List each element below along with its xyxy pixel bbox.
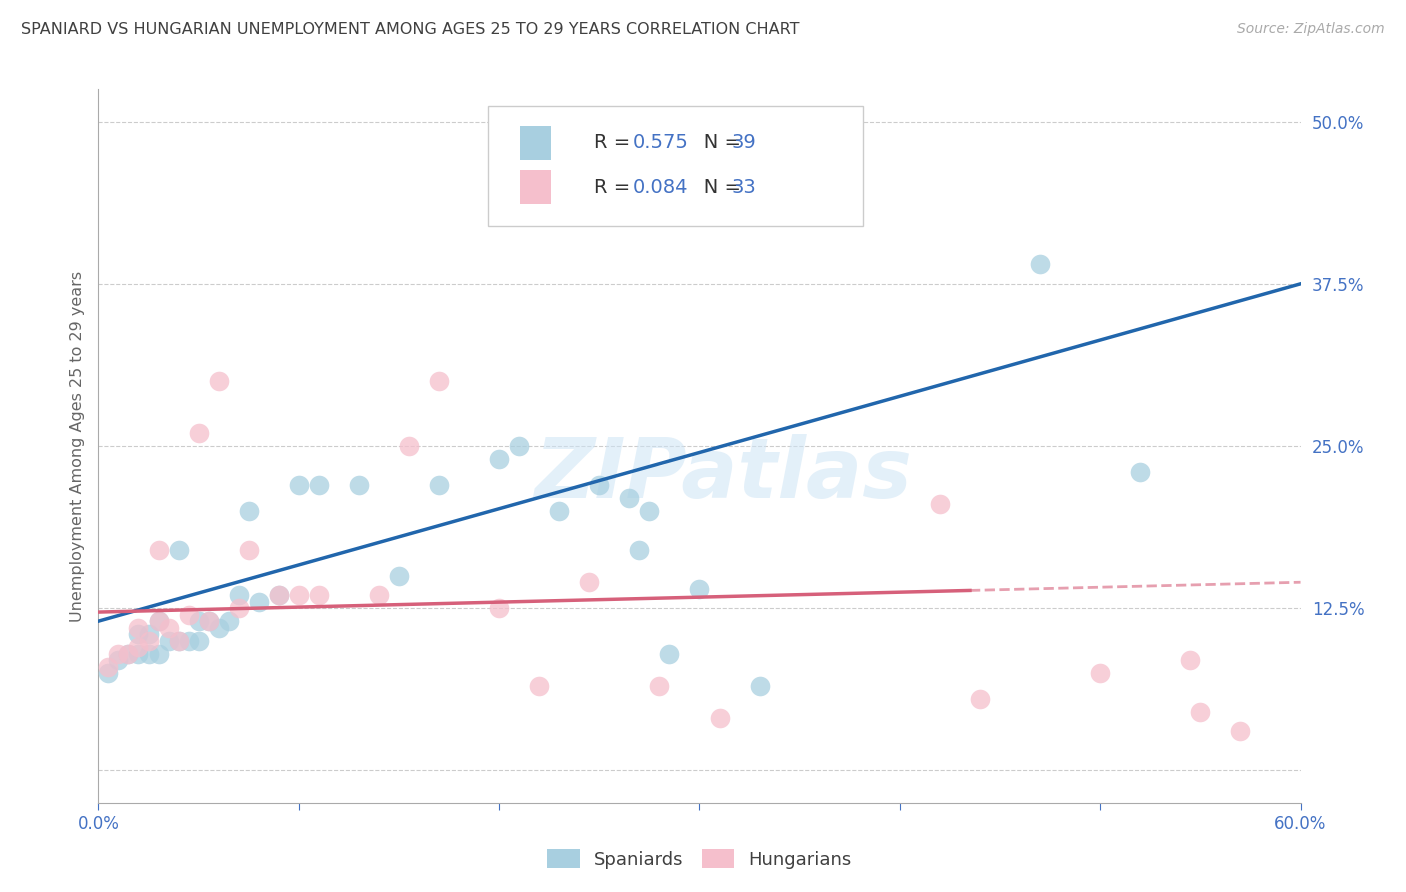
Point bbox=[148, 614, 170, 628]
Point bbox=[148, 614, 170, 628]
Point bbox=[238, 542, 260, 557]
Point bbox=[187, 614, 209, 628]
Point bbox=[648, 679, 671, 693]
Point bbox=[427, 478, 450, 492]
Point bbox=[187, 633, 209, 648]
Point bbox=[157, 633, 180, 648]
Point bbox=[488, 601, 510, 615]
Point bbox=[238, 504, 260, 518]
Point bbox=[688, 582, 710, 596]
Point bbox=[1029, 257, 1052, 271]
Point bbox=[128, 627, 150, 641]
Point bbox=[148, 542, 170, 557]
Point bbox=[267, 588, 290, 602]
Point bbox=[488, 452, 510, 467]
Text: N =: N = bbox=[685, 178, 747, 197]
Point bbox=[167, 542, 190, 557]
Point bbox=[218, 614, 240, 628]
Text: Source: ZipAtlas.com: Source: ZipAtlas.com bbox=[1237, 22, 1385, 37]
Point bbox=[1088, 666, 1111, 681]
Point bbox=[117, 647, 139, 661]
Point bbox=[638, 504, 661, 518]
Point bbox=[128, 621, 150, 635]
Point bbox=[1229, 724, 1251, 739]
Point bbox=[368, 588, 391, 602]
Point bbox=[529, 679, 551, 693]
Text: SPANIARD VS HUNGARIAN UNEMPLOYMENT AMONG AGES 25 TO 29 YEARS CORRELATION CHART: SPANIARD VS HUNGARIAN UNEMPLOYMENT AMONG… bbox=[21, 22, 800, 37]
Text: 0.084: 0.084 bbox=[633, 178, 689, 197]
Point bbox=[128, 640, 150, 654]
Text: N =: N = bbox=[685, 133, 747, 153]
Text: R =: R = bbox=[593, 133, 636, 153]
Text: R =: R = bbox=[593, 178, 636, 197]
Point bbox=[197, 614, 219, 628]
Point bbox=[288, 588, 311, 602]
Point bbox=[138, 627, 160, 641]
Point bbox=[1180, 653, 1202, 667]
Point bbox=[1189, 705, 1212, 719]
Point bbox=[427, 374, 450, 388]
Point bbox=[1129, 465, 1152, 479]
Point bbox=[138, 633, 160, 648]
Y-axis label: Unemployment Among Ages 25 to 29 years: Unemployment Among Ages 25 to 29 years bbox=[69, 270, 84, 622]
Text: ZIPatlas: ZIPatlas bbox=[534, 434, 912, 515]
Point bbox=[929, 497, 952, 511]
Point bbox=[347, 478, 370, 492]
Point bbox=[208, 621, 231, 635]
Point bbox=[288, 478, 311, 492]
Point bbox=[197, 614, 219, 628]
Point bbox=[107, 647, 129, 661]
Point bbox=[508, 439, 530, 453]
Point bbox=[398, 439, 420, 453]
Point bbox=[138, 647, 160, 661]
Point bbox=[969, 692, 991, 706]
Point bbox=[548, 504, 571, 518]
Point bbox=[658, 647, 681, 661]
Point bbox=[588, 478, 610, 492]
Point bbox=[117, 647, 139, 661]
Point bbox=[619, 491, 641, 505]
Text: 0.575: 0.575 bbox=[633, 133, 689, 153]
Point bbox=[228, 601, 250, 615]
Point bbox=[308, 478, 330, 492]
Point bbox=[578, 575, 600, 590]
Point bbox=[177, 633, 200, 648]
Point bbox=[97, 659, 120, 673]
Point bbox=[208, 374, 231, 388]
Point bbox=[97, 666, 120, 681]
Point bbox=[228, 588, 250, 602]
Point bbox=[247, 595, 270, 609]
Point bbox=[628, 542, 651, 557]
Point bbox=[388, 568, 411, 582]
Point bbox=[709, 711, 731, 725]
Point bbox=[157, 621, 180, 635]
Point bbox=[308, 588, 330, 602]
Text: 39: 39 bbox=[731, 133, 756, 153]
Point bbox=[187, 425, 209, 440]
Point bbox=[148, 647, 170, 661]
Point bbox=[748, 679, 770, 693]
Point bbox=[267, 588, 290, 602]
Point bbox=[128, 647, 150, 661]
Point bbox=[167, 633, 190, 648]
Point bbox=[177, 607, 200, 622]
Text: 33: 33 bbox=[731, 178, 756, 197]
Point bbox=[107, 653, 129, 667]
Legend: Spaniards, Hungarians: Spaniards, Hungarians bbox=[540, 842, 859, 876]
Point bbox=[167, 633, 190, 648]
